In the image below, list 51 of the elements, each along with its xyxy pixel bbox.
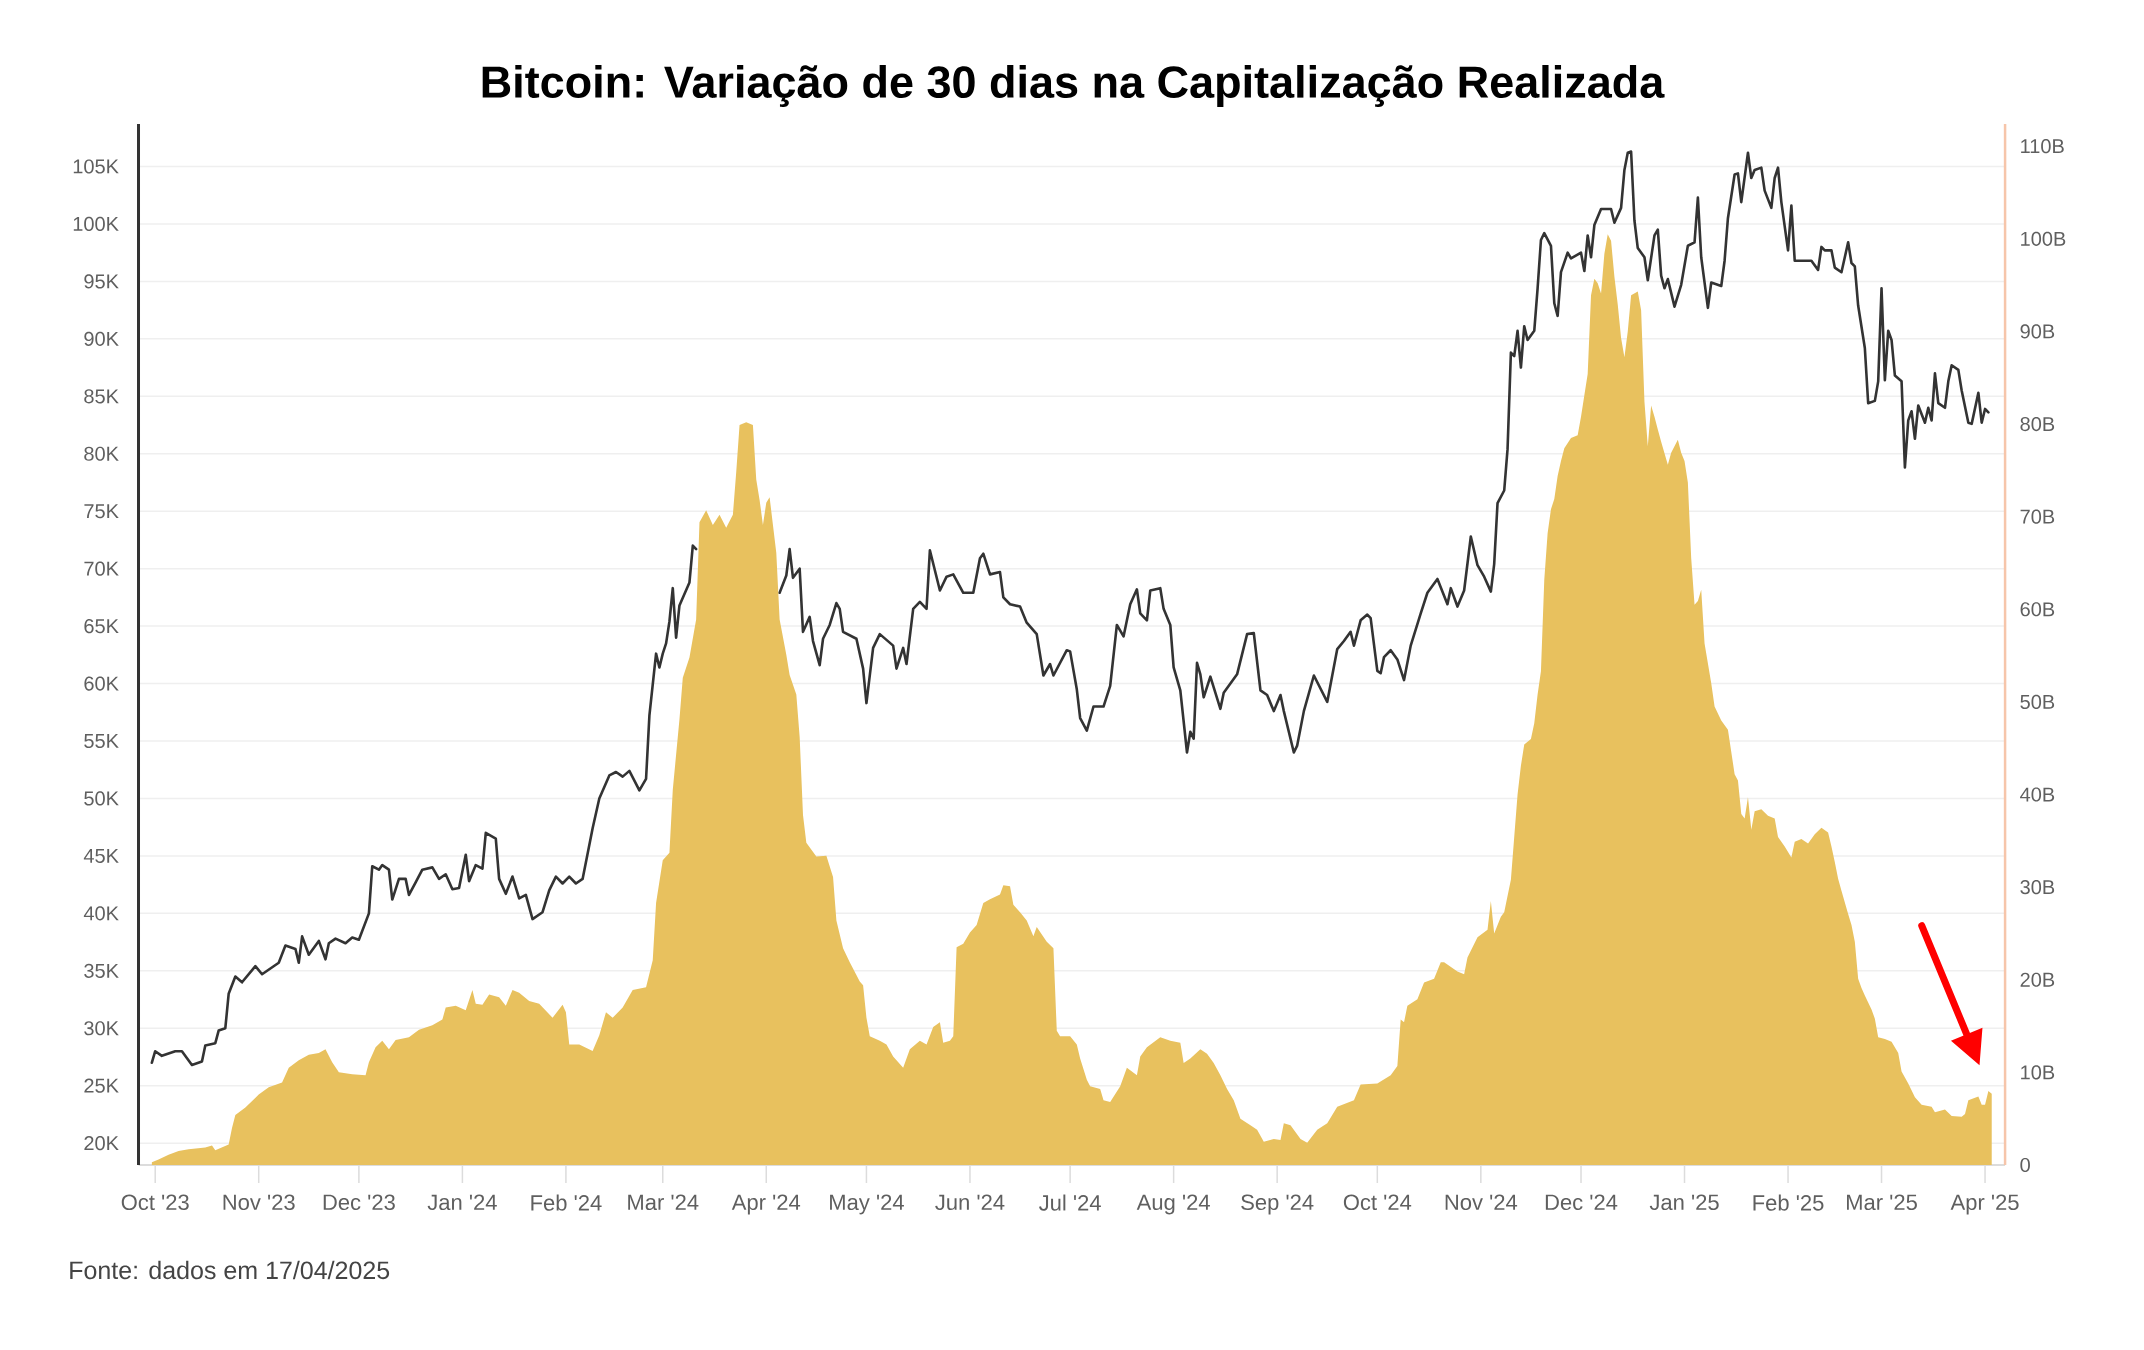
y-tick-label: 55K bbox=[84, 734, 119, 748]
x-tick-label: Jan '25 bbox=[1649, 1194, 1719, 1211]
y-tick-label: 105K bbox=[73, 159, 119, 174]
y-tick-label: 70K bbox=[84, 561, 119, 576]
x-tick-label: Sep '24 bbox=[1241, 1194, 1314, 1215]
x-tick-label: Oct '24 bbox=[1343, 1194, 1412, 1211]
y-tick-label: 35K bbox=[84, 963, 119, 978]
y-tick-label: 100K bbox=[73, 216, 119, 232]
x-tick-label: Nov '23 bbox=[223, 1194, 295, 1211]
x-tick-label: Dec '24 bbox=[1545, 1194, 1618, 1211]
x-tick-label: Aug '24 bbox=[1136, 1194, 1210, 1215]
y-tick-label: 25K bbox=[84, 1078, 119, 1093]
y2-tick-label: 80B bbox=[2020, 416, 2055, 432]
x-tick-label: Mar '24 bbox=[628, 1194, 699, 1211]
y2-tick-label: 40B bbox=[2020, 787, 2055, 802]
y2-tick-label: 90B bbox=[2020, 324, 2055, 339]
y-tick-label: 50K bbox=[84, 791, 119, 806]
y2-tick-label: 110B bbox=[2021, 139, 2064, 154]
x-tick-label: Nov '24 bbox=[1445, 1194, 1518, 1211]
y-tick-label: 45K bbox=[83, 848, 119, 863]
y-tick-label: 95K bbox=[84, 274, 119, 289]
x-tick-label: Oct '23 bbox=[121, 1194, 189, 1211]
y2-tick-label: 100B bbox=[2021, 231, 2066, 246]
y2-tick-label: 70B bbox=[2020, 509, 2055, 524]
y-tick-label: 30K bbox=[84, 1021, 119, 1036]
y-tick-label: 90K bbox=[84, 331, 119, 346]
x-tick-label: Apr '25 bbox=[1950, 1194, 2019, 1215]
chart-title: Bitcoin: Variação de 30 dias na Capitalização Realizada bbox=[482, 65, 1665, 107]
y-tick-label: 75K bbox=[84, 504, 119, 519]
y2-tick-label: 30B bbox=[2020, 880, 2055, 895]
y-tick-label: 85K bbox=[84, 389, 119, 404]
x-tick-label: Mar '25 bbox=[1847, 1194, 1917, 1211]
y2-tick-label: 20B bbox=[2020, 972, 2055, 987]
y2-tick-label: 0 bbox=[2020, 1157, 2030, 1173]
x-tick-label: Jan '24 bbox=[427, 1194, 497, 1211]
y2-tick-label: 50B bbox=[2020, 694, 2055, 709]
x-tick-label: May '24 bbox=[830, 1194, 904, 1215]
x-tick-label: Feb '25 bbox=[1753, 1194, 1824, 1211]
y2-tick-label: 60B bbox=[2020, 602, 2055, 617]
x-tick-label: Dec '23 bbox=[323, 1194, 395, 1211]
y-tick-label: 65K bbox=[84, 619, 119, 634]
x-tick-label: Apr '24 bbox=[731, 1194, 801, 1215]
y2-tick-label: 10B bbox=[2021, 1065, 2055, 1080]
x-tick-label: Jul '24 bbox=[1039, 1194, 1101, 1211]
y-tick-label: 60K bbox=[84, 676, 119, 691]
x-tick-label: Feb '24 bbox=[531, 1194, 602, 1211]
x-tick-label: Jun '24 bbox=[935, 1194, 1005, 1211]
y-tick-label: 40K bbox=[83, 906, 119, 921]
y-tick-label: 20K bbox=[84, 1136, 119, 1151]
y-tick-label: 80K bbox=[84, 446, 119, 461]
source-note: Fonte: dados em 17/04/2025 bbox=[70, 1260, 390, 1280]
